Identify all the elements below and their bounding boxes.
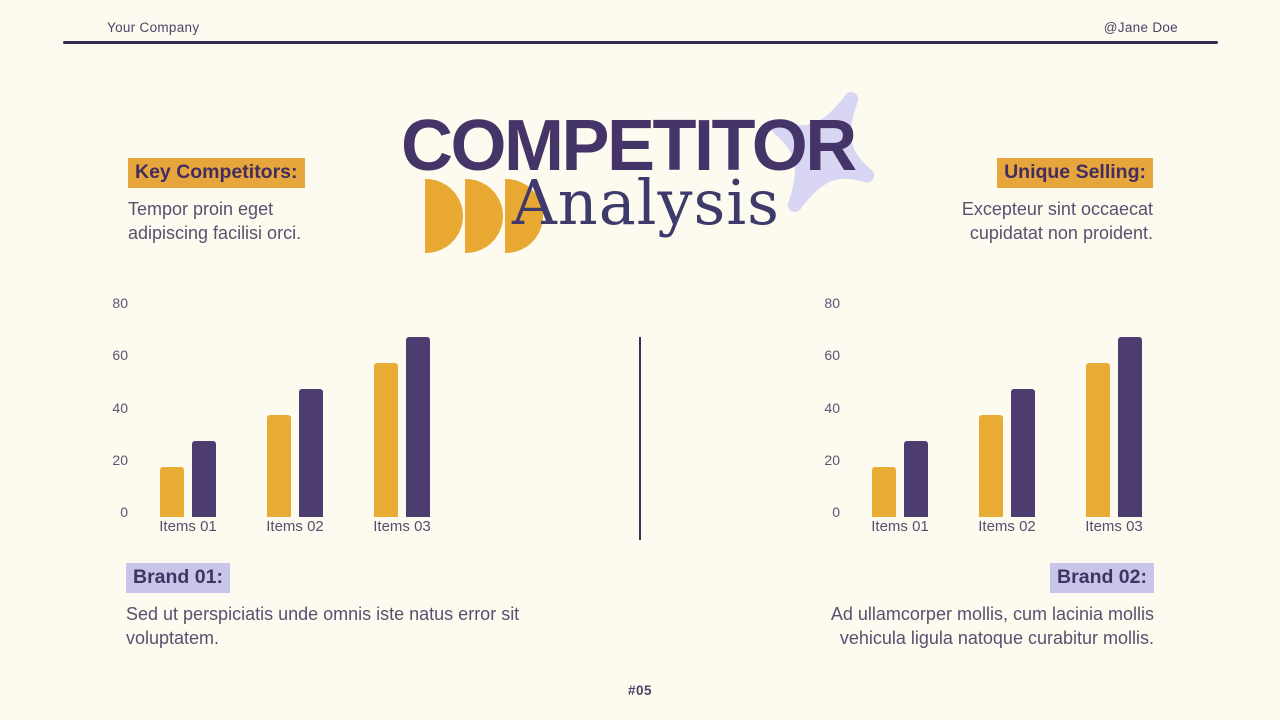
bar-group-items-02: [979, 389, 1035, 517]
bar-group-items-03: [1086, 336, 1142, 517]
page-title-line1: COMPETITOR: [401, 106, 857, 186]
x-axis-label-items-02: Items 02: [266, 518, 324, 535]
bar-series-purple-items-02: [1011, 389, 1035, 517]
brand-02-block: Brand 02: Ad ullamcorper mollis, cum lac…: [794, 563, 1154, 650]
bar-series-purple-items-01: [192, 441, 216, 517]
brand-02-heading: Brand 02:: [1050, 563, 1154, 593]
bar-group-items-02: [267, 389, 323, 517]
page-title-line2: Analysis: [512, 166, 780, 239]
brand-01-heading: Brand 01:: [126, 563, 230, 593]
key-competitors-heading: Key Competitors:: [128, 158, 305, 188]
bar-series-purple-items-03: [1118, 336, 1142, 517]
y-axis-tick-0: 0: [120, 504, 128, 520]
bar-group-items-01: [872, 441, 928, 517]
y-axis-tick-20: 20: [112, 451, 128, 468]
header-divider-rule: [63, 41, 1218, 44]
y-axis-tick-20: 20: [824, 451, 840, 468]
x-axis-label-items-02: Items 02: [978, 518, 1036, 535]
bar-series-yellow-items-01: [160, 467, 184, 517]
bar-series-yellow-items-02: [979, 415, 1003, 517]
y-axis-tick-80: 80: [824, 295, 840, 311]
bar-series-yellow-items-03: [374, 362, 398, 517]
bar-series-yellow-items-02: [267, 415, 291, 517]
bar-series-yellow-items-03: [1086, 362, 1110, 517]
y-axis-tick-60: 60: [824, 347, 840, 364]
brand-02-body: Ad ullamcorper mollis, cum lacinia molli…: [830, 604, 1154, 648]
bar-series-purple-items-03: [406, 336, 430, 517]
bar-group-items-03: [374, 336, 430, 517]
y-axis-tick-40: 40: [112, 399, 128, 416]
bar-series-purple-items-01: [904, 441, 928, 517]
key-competitors-body: Tempor proin eget adipiscing facilisi or…: [128, 199, 302, 243]
x-axis-label-items-01: Items 01: [159, 518, 217, 535]
y-axis-tick-0: 0: [832, 504, 840, 520]
sparkle-star-icon: [771, 92, 875, 212]
unique-selling-heading: Unique Selling:: [997, 158, 1153, 188]
header-company-name: Your Company: [107, 20, 200, 35]
bar-series-purple-items-02: [299, 389, 323, 517]
bar-chart-brand-02: 0 20 40 60 80 Items 01 Items 02 Items 03: [812, 294, 1157, 549]
y-axis-tick-60: 60: [112, 347, 128, 364]
vertical-divider: [639, 337, 641, 540]
brand-01-body: Sed ut perspiciatis unde omnis iste natu…: [126, 604, 520, 648]
semicircle-decor-icon: [465, 179, 503, 253]
y-axis-tick-40: 40: [824, 399, 840, 416]
bar-series-yellow-items-01: [872, 467, 896, 517]
unique-selling-block: Unique Selling: Excepteur sint occaecat …: [925, 158, 1153, 245]
brand-01-block: Brand 01: Sed ut perspiciatis unde omnis…: [126, 563, 526, 650]
x-axis-label-items-03: Items 03: [373, 518, 431, 535]
y-axis-tick-80: 80: [112, 295, 128, 311]
key-competitors-block: Key Competitors: Tempor proin eget adipi…: [128, 158, 350, 245]
bar-group-items-01: [160, 441, 216, 517]
header-author-handle: @Jane Doe: [1103, 20, 1178, 35]
x-axis-label-items-01: Items 01: [871, 518, 929, 535]
semicircle-decor-icon: [425, 179, 463, 253]
unique-selling-body: Excepteur sint occaecat cupidatat non pr…: [961, 199, 1153, 243]
bar-chart-brand-01: 0 20 40 60 80 Items 01 Items 02 Items 03: [100, 294, 445, 549]
page-number: #05: [627, 683, 653, 698]
x-axis-label-items-03: Items 03: [1085, 518, 1143, 535]
